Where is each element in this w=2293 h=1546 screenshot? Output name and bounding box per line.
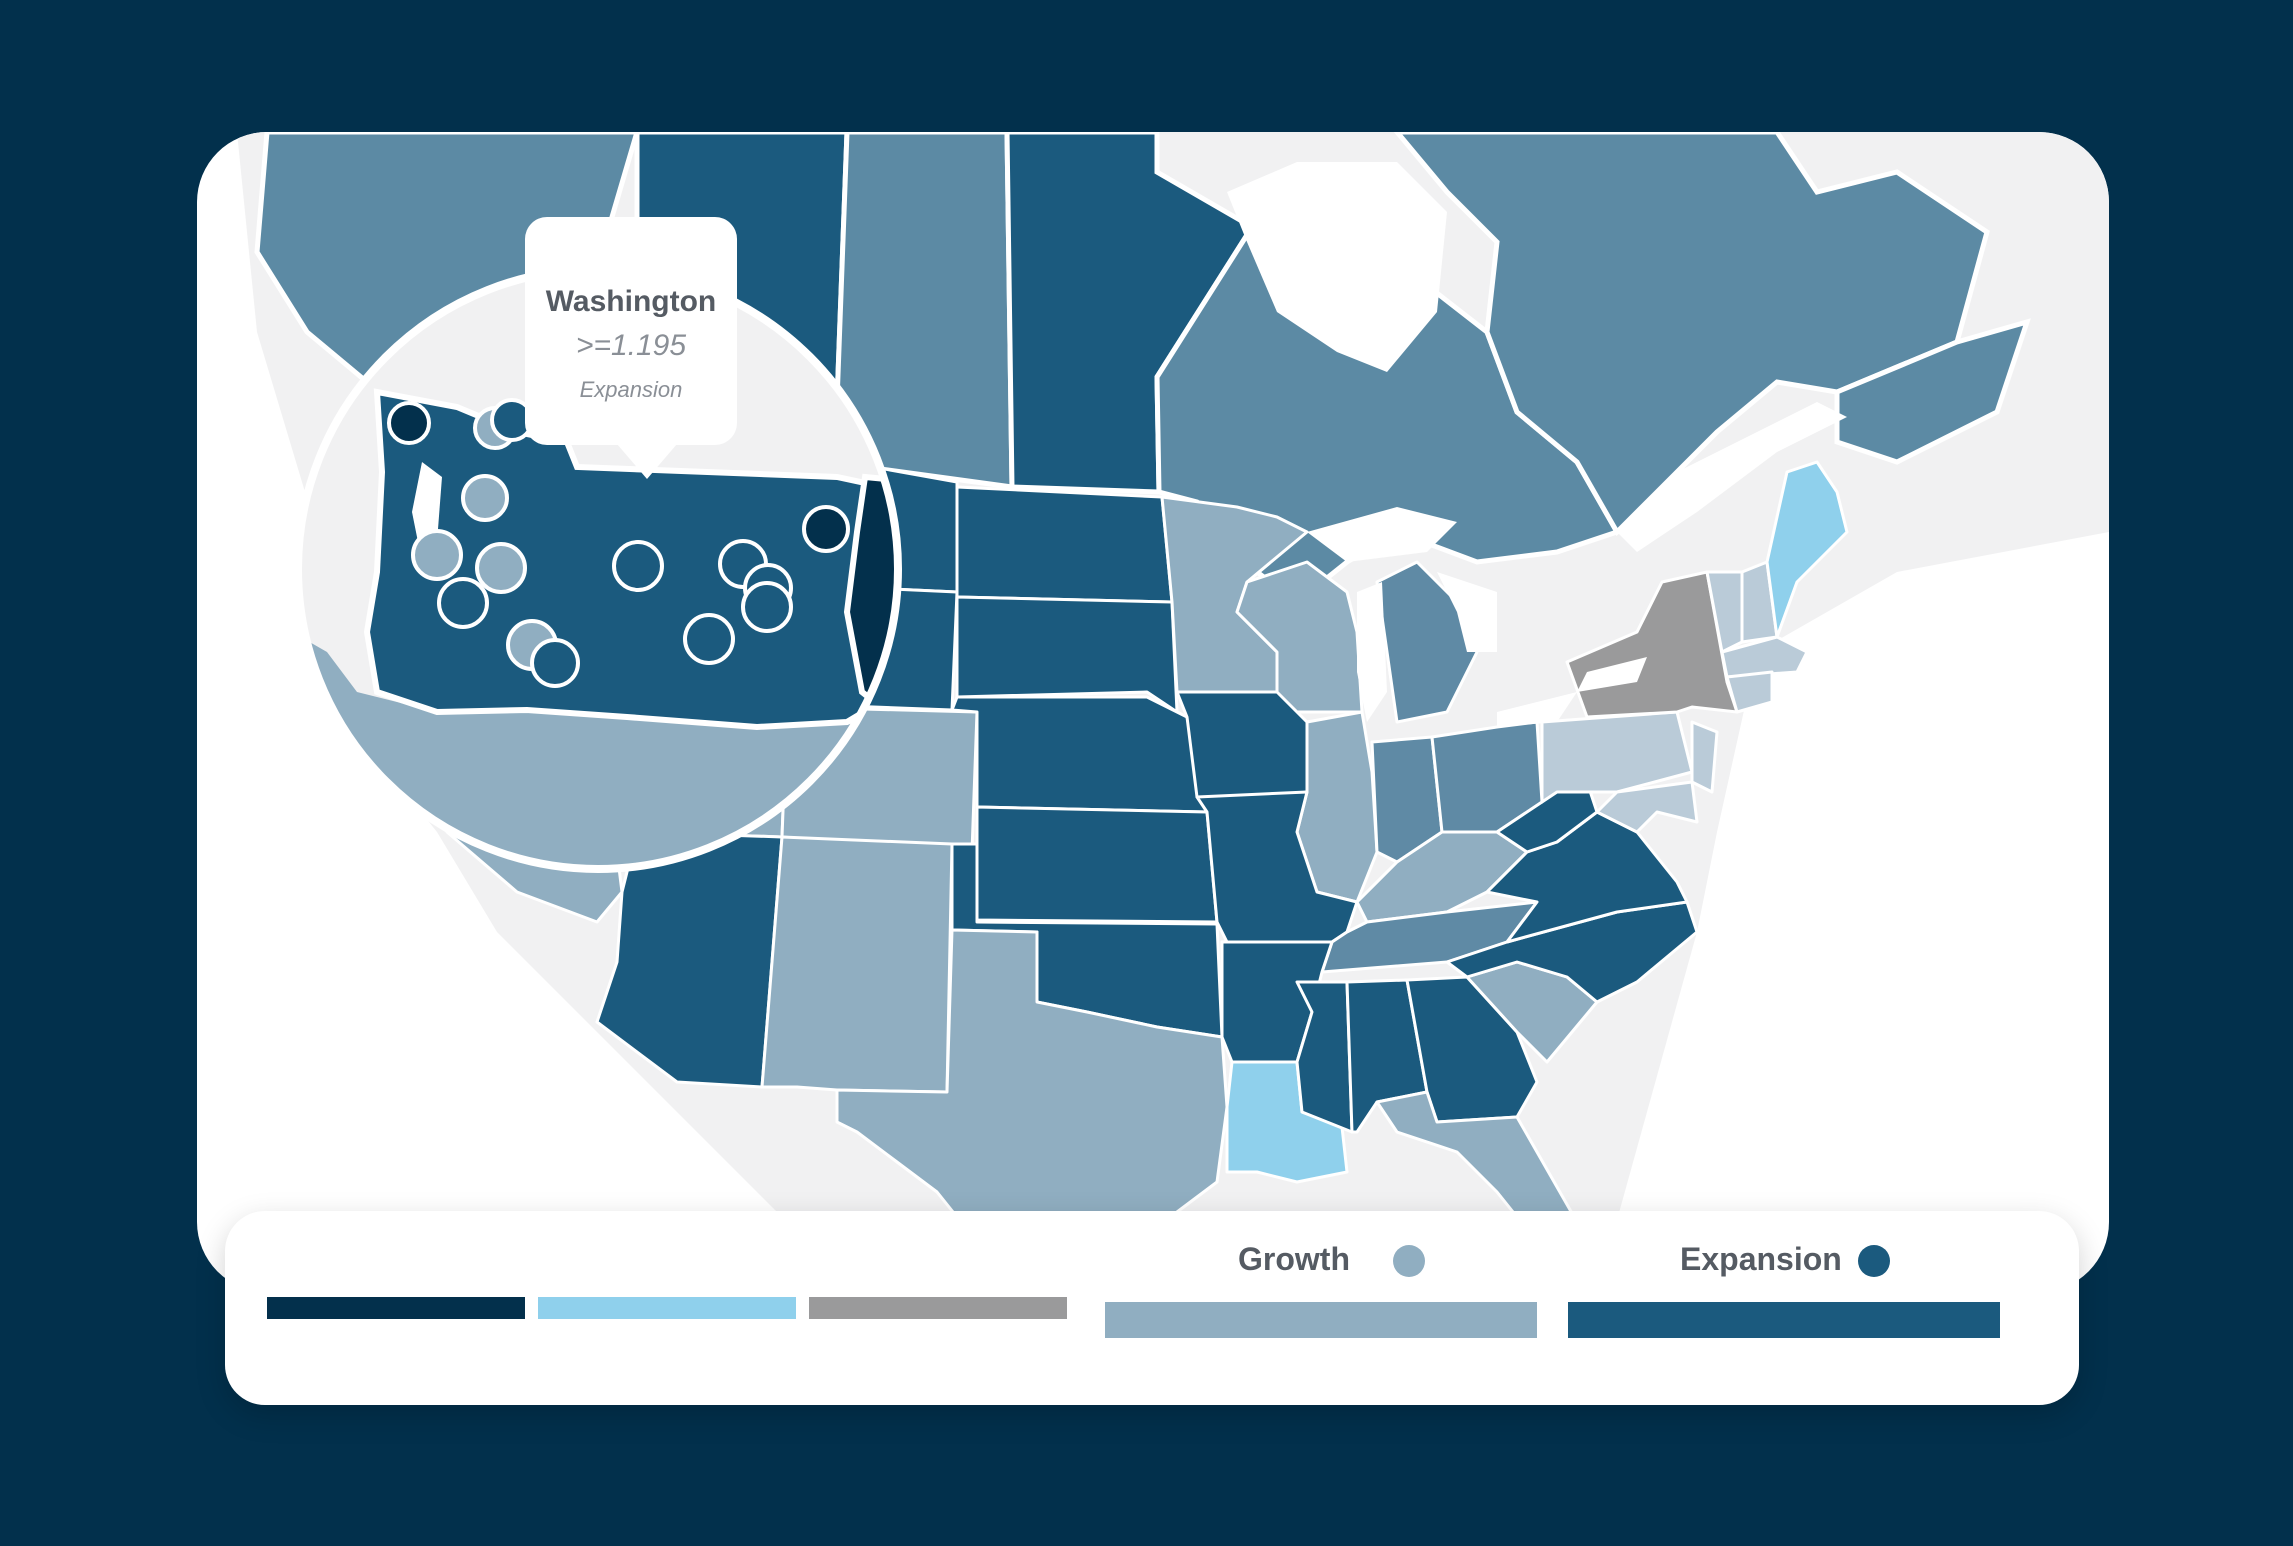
canada-maritimes [1834,318,2031,465]
state-new-jersey [1690,720,1719,794]
zoom-markers [387,398,850,688]
state-massachusetts [1720,635,1809,679]
tooltip-category: Expansion [579,377,683,402]
tooltip-tail [611,437,683,479]
tooltip-box [525,217,737,445]
marker [741,581,793,633]
expansion-dot-icon [1858,1245,1890,1277]
marker [530,638,580,688]
legend-bar-gray[interactable] [809,1297,1067,1319]
tooltip-title: Washington [545,285,717,318]
legend-bar-light-blue[interactable] [538,1297,796,1319]
state-connecticut [1725,670,1774,714]
canada-quebec [1393,132,1990,537]
legend-growth-label: Growth [1238,1241,1350,1277]
state-south-dakota [955,595,1179,714]
marker [411,529,463,581]
legend-bar-growth[interactable] [1105,1302,1537,1338]
legend-bar-deep[interactable] [267,1297,525,1319]
marker [475,542,527,594]
marker [437,577,489,629]
state-maryland [1595,780,1699,834]
hudson-bay [1227,162,1447,372]
growth-dot-icon [1393,1245,1425,1277]
zoom-lens [294,265,902,873]
tooltip-callout: Washington >=1.195 Expansion [525,217,737,479]
marker [387,401,431,445]
marker [802,505,850,553]
marker [612,540,664,592]
map-card: Washington >=1.195 Expansion [197,132,2109,1292]
state-texas [835,928,1229,1292]
state-maine [1765,460,1849,639]
marker [683,613,735,665]
marker [461,474,509,522]
great-lakes [1307,507,1647,727]
st-lawrence [1617,402,1847,552]
legend-bar-expansion[interactable] [1568,1302,2000,1338]
legend-expansion-label: Expansion [1680,1241,1842,1277]
tooltip-value: >=1.195 [575,329,687,362]
legend-panel: Growth Expansion [225,1211,2079,1405]
